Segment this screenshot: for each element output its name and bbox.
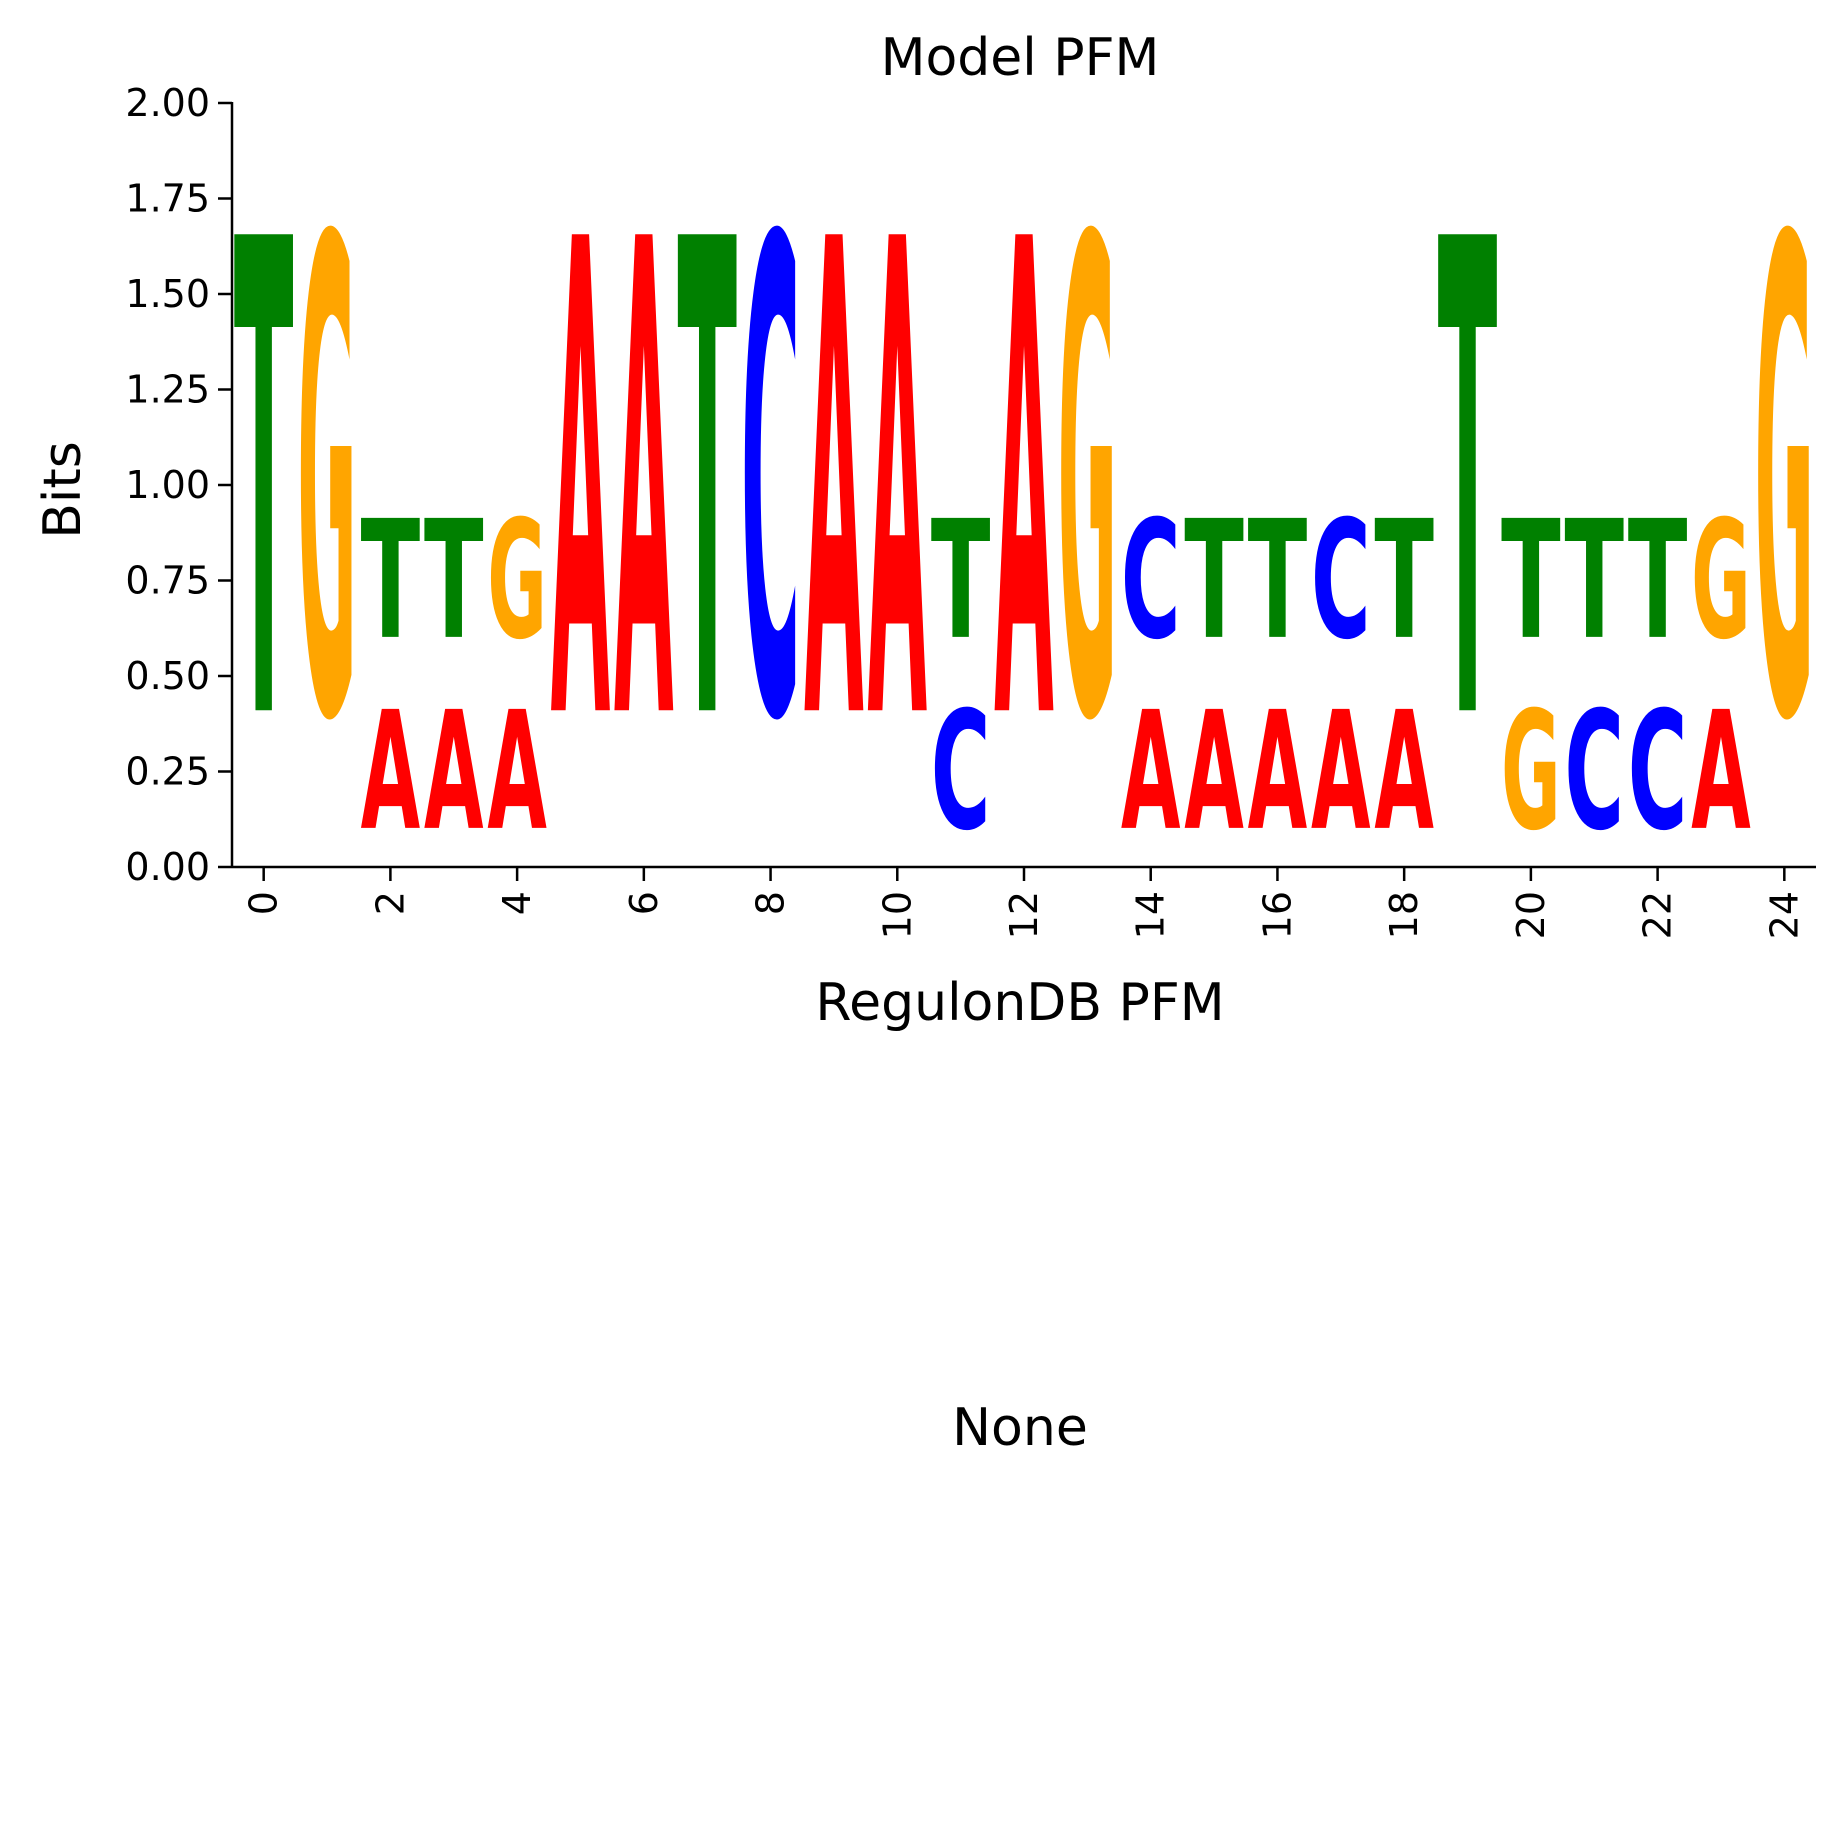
x-tick-label: 22 — [1636, 891, 1680, 939]
logo-letter-a: A — [868, 104, 928, 865]
chart-title: Model PFM — [881, 28, 1160, 88]
logo-letter-a: A — [361, 678, 421, 867]
logo-letter-t: T — [1184, 485, 1244, 676]
logo-letter-a: A — [1311, 678, 1371, 867]
logo-letter-a: A — [1121, 678, 1181, 867]
x-tick-label: 2 — [368, 891, 412, 915]
y-axis-label: Bits — [33, 441, 93, 539]
y-tick-label: 0.25 — [125, 750, 210, 794]
x-tick-label: 14 — [1129, 891, 1173, 939]
logo-letter-t: T — [1438, 105, 1498, 865]
y-tick-label: 1.25 — [125, 368, 210, 412]
logo-letter-g: G — [487, 486, 547, 676]
logo-letter-c: C — [1564, 677, 1624, 867]
x-tick-label: 0 — [242, 891, 286, 915]
y-tick-label: 0.00 — [125, 845, 210, 889]
logo-letter-a: A — [1691, 678, 1751, 867]
logo-letter-c: C — [1628, 677, 1688, 867]
logo-letter-c: C — [931, 677, 991, 867]
y-tick-label: 2.00 — [125, 81, 210, 125]
logo-letter-g: G — [1058, 104, 1118, 864]
logo-letter-c: C — [1311, 486, 1371, 676]
logo-letter-a: A — [1184, 678, 1244, 867]
logo-letter-t: T — [234, 105, 294, 865]
logo-letter-g: G — [1755, 104, 1815, 864]
logo-letter-t: T — [931, 485, 991, 676]
x-axis-label: RegulonDB PFM — [815, 973, 1224, 1033]
logo-letter-t: T — [424, 485, 484, 676]
logo-letter-t: T — [1564, 485, 1624, 676]
x-tick-label: 18 — [1382, 891, 1426, 939]
logo-letter-t: T — [677, 105, 737, 865]
y-tick-label: 1.75 — [125, 177, 210, 221]
logo-letter-c: C — [1121, 486, 1181, 676]
logo-letter-a: A — [614, 104, 674, 865]
y-tick-label: 1.00 — [125, 463, 210, 507]
logo-letter-g: G — [1691, 486, 1751, 676]
logo-letter-a: A — [994, 104, 1054, 865]
logo-letter-g: G — [297, 104, 357, 864]
logo-letter-a: A — [487, 678, 547, 867]
second-panel-title: None — [952, 1398, 1088, 1458]
logo-letter-g: G — [1501, 677, 1561, 867]
logo-letter-a: A — [424, 678, 484, 867]
x-tick-label: 4 — [495, 891, 539, 915]
logo-letter-t: T — [361, 485, 421, 676]
y-tick-label: 0.75 — [125, 559, 210, 603]
logo-letter-t: T — [1628, 485, 1688, 676]
x-tick-label: 8 — [749, 891, 793, 915]
x-tick-label: 6 — [622, 891, 666, 915]
logo-letter-a: A — [1248, 678, 1308, 867]
x-tick-label: 10 — [875, 891, 919, 939]
logo-letter-a: A — [551, 104, 611, 865]
x-tick-label: 20 — [1509, 891, 1553, 939]
logo-letter-a: A — [804, 104, 864, 865]
y-tick-label: 0.50 — [125, 654, 210, 698]
axes: 0.000.250.500.751.001.251.501.752.000 2 4 6… — [125, 81, 1816, 939]
y-tick-label: 1.50 — [125, 272, 210, 316]
logo-letter-t: T — [1248, 485, 1308, 676]
x-tick-label: 16 — [1255, 891, 1299, 939]
logo-letter-t: T — [1501, 485, 1561, 676]
x-tick-label: 12 — [1002, 891, 1046, 939]
logo-letter-a: A — [1374, 678, 1434, 867]
logo-letter-c: C — [741, 104, 801, 865]
logo-letter-t: T — [1374, 485, 1434, 676]
x-tick-label: 24 — [1762, 891, 1806, 939]
